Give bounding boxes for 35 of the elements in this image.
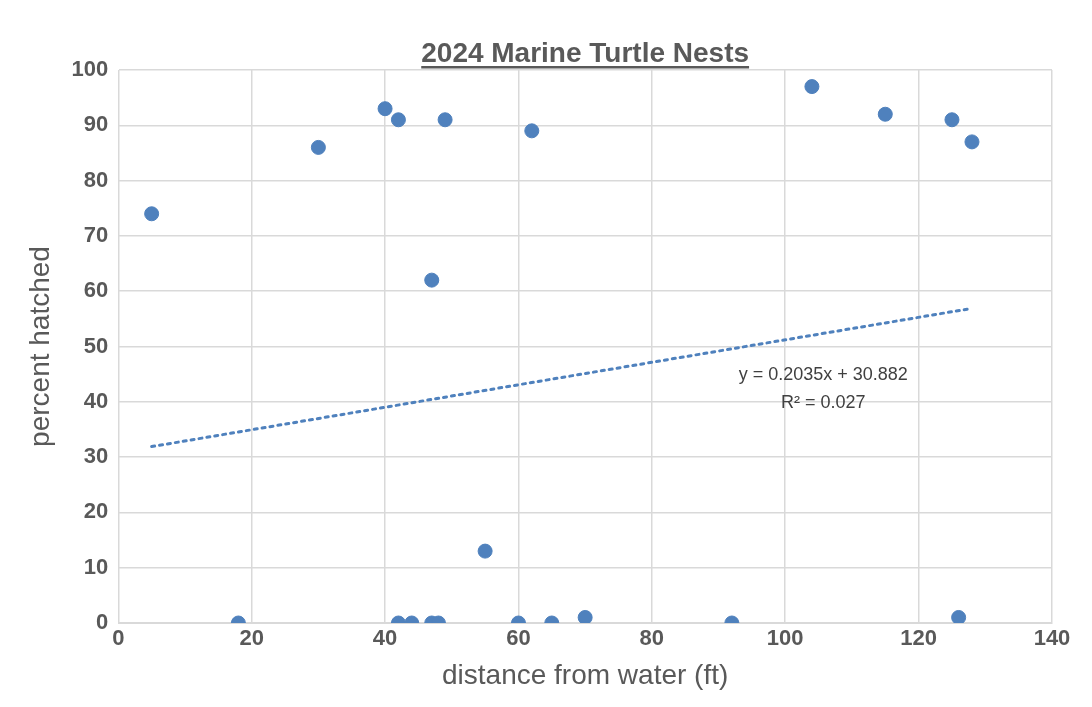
- point: [804, 79, 820, 95]
- y-tick-label: 50: [83, 332, 109, 358]
- point: [377, 101, 393, 117]
- point: [944, 112, 960, 128]
- point: [524, 123, 540, 139]
- x-tick-label: 60: [506, 625, 531, 651]
- x-axis-title: distance from water (ft): [442, 658, 729, 690]
- annotation: y = 0.2035x + 30.882: [738, 363, 908, 384]
- y-tick-label: 90: [83, 111, 109, 137]
- x-tick-label: 40: [372, 625, 398, 651]
- x-tick-label: 100: [766, 625, 804, 651]
- chart-title: 2024 Marine Turtle Nests: [421, 37, 750, 68]
- x-tick-label: 140: [1033, 625, 1071, 651]
- point: [424, 272, 440, 288]
- x-tick-label: 20: [239, 625, 264, 651]
- y-tick-label: 40: [83, 387, 109, 413]
- point: [144, 206, 160, 222]
- x-tick-label: 0: [112, 625, 125, 651]
- y-tick-label: 80: [83, 166, 109, 192]
- point: [310, 139, 326, 155]
- x-tick-label: 80: [639, 625, 665, 651]
- y-tick-label: 10: [83, 553, 109, 579]
- point: [437, 112, 453, 128]
- y-tick-label: 60: [83, 277, 109, 303]
- annotation: R² = 0.027: [780, 391, 866, 412]
- y-axis-title: percent hatched: [23, 246, 55, 447]
- point: [877, 106, 893, 122]
- y-tick-label: 70: [83, 221, 109, 247]
- y-tick-label: 100: [71, 56, 109, 82]
- y-tick-label: 20: [83, 498, 109, 524]
- point: [964, 134, 980, 150]
- point: [390, 112, 406, 128]
- y-tick-label: 0: [96, 609, 109, 635]
- y-tick-label: 30: [83, 443, 109, 469]
- x-tick-label: 120: [900, 625, 937, 651]
